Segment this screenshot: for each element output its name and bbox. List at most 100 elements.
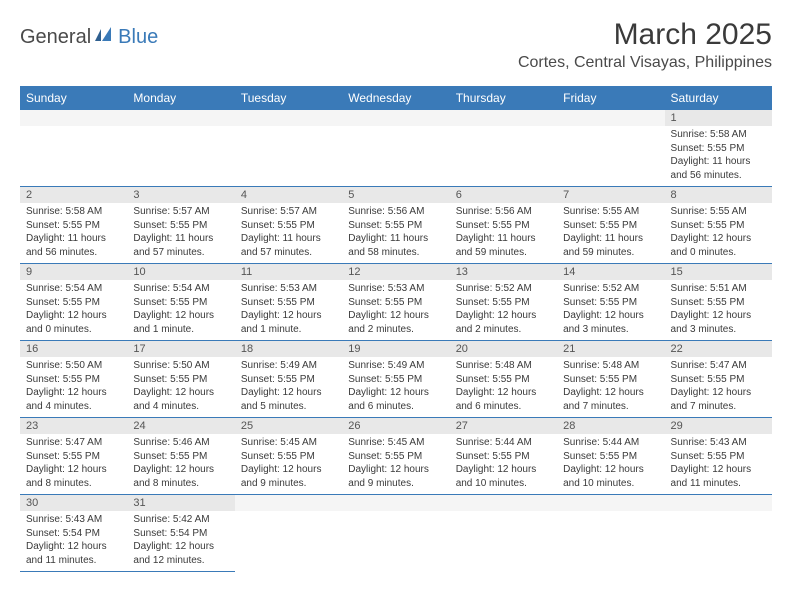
calendar-cell: [235, 110, 342, 187]
day-number: 9: [20, 264, 127, 280]
calendar-cell: 29Sunrise: 5:43 AMSunset: 5:55 PMDayligh…: [665, 418, 772, 495]
calendar-cell: 15Sunrise: 5:51 AMSunset: 5:55 PMDayligh…: [665, 264, 772, 341]
empty-daynum: [557, 110, 664, 126]
empty-daynum: [665, 495, 772, 511]
weekday-header: Tuesday: [235, 86, 342, 110]
weekday-header: Saturday: [665, 86, 772, 110]
day-content: Sunrise: 5:48 AMSunset: 5:55 PMDaylight:…: [450, 357, 557, 417]
day-number: 15: [665, 264, 772, 280]
day-content: Sunrise: 5:47 AMSunset: 5:55 PMDaylight:…: [665, 357, 772, 417]
day-number: 16: [20, 341, 127, 357]
calendar-cell: 11Sunrise: 5:53 AMSunset: 5:55 PMDayligh…: [235, 264, 342, 341]
location: Cortes, Central Visayas, Philippines: [518, 54, 772, 72]
calendar-cell: 3Sunrise: 5:57 AMSunset: 5:55 PMDaylight…: [127, 187, 234, 264]
calendar-cell: 30Sunrise: 5:43 AMSunset: 5:54 PMDayligh…: [20, 495, 127, 572]
day-number: 11: [235, 264, 342, 280]
calendar-cell: 31Sunrise: 5:42 AMSunset: 5:54 PMDayligh…: [127, 495, 234, 572]
day-number: 6: [450, 187, 557, 203]
day-number: 8: [665, 187, 772, 203]
calendar-cell: 28Sunrise: 5:44 AMSunset: 5:55 PMDayligh…: [557, 418, 664, 495]
day-content: Sunrise: 5:57 AMSunset: 5:55 PMDaylight:…: [127, 203, 234, 263]
day-number: 18: [235, 341, 342, 357]
day-number: 4: [235, 187, 342, 203]
day-content: Sunrise: 5:49 AMSunset: 5:55 PMDaylight:…: [235, 357, 342, 417]
day-content: Sunrise: 5:44 AMSunset: 5:55 PMDaylight:…: [450, 434, 557, 494]
day-content: Sunrise: 5:58 AMSunset: 5:55 PMDaylight:…: [665, 126, 772, 186]
day-number: 7: [557, 187, 664, 203]
day-content: Sunrise: 5:44 AMSunset: 5:55 PMDaylight:…: [557, 434, 664, 494]
day-number: 20: [450, 341, 557, 357]
day-content: Sunrise: 5:52 AMSunset: 5:55 PMDaylight:…: [557, 280, 664, 340]
logo-text-general: General: [20, 26, 91, 49]
calendar-cell: [342, 495, 449, 572]
day-content: Sunrise: 5:42 AMSunset: 5:54 PMDaylight:…: [127, 511, 234, 571]
calendar-cell: 17Sunrise: 5:50 AMSunset: 5:55 PMDayligh…: [127, 341, 234, 418]
calendar-cell: 25Sunrise: 5:45 AMSunset: 5:55 PMDayligh…: [235, 418, 342, 495]
calendar-cell: [235, 495, 342, 572]
day-number: 23: [20, 418, 127, 434]
calendar-cell: 24Sunrise: 5:46 AMSunset: 5:55 PMDayligh…: [127, 418, 234, 495]
empty-daynum: [557, 495, 664, 511]
day-content: Sunrise: 5:52 AMSunset: 5:55 PMDaylight:…: [450, 280, 557, 340]
day-content: Sunrise: 5:55 AMSunset: 5:55 PMDaylight:…: [665, 203, 772, 263]
day-number: 28: [557, 418, 664, 434]
day-number: 27: [450, 418, 557, 434]
day-number: 24: [127, 418, 234, 434]
empty-daynum: [342, 495, 449, 511]
calendar-cell: [342, 110, 449, 187]
empty-daynum: [127, 110, 234, 126]
day-content: Sunrise: 5:46 AMSunset: 5:55 PMDaylight:…: [127, 434, 234, 494]
calendar-cell: 5Sunrise: 5:56 AMSunset: 5:55 PMDaylight…: [342, 187, 449, 264]
day-number: 17: [127, 341, 234, 357]
day-number: 19: [342, 341, 449, 357]
day-content: Sunrise: 5:43 AMSunset: 5:54 PMDaylight:…: [20, 511, 127, 571]
calendar-cell: [557, 110, 664, 187]
calendar-cell: 2Sunrise: 5:58 AMSunset: 5:55 PMDaylight…: [20, 187, 127, 264]
flag-icon: [95, 27, 115, 48]
day-content: Sunrise: 5:48 AMSunset: 5:55 PMDaylight:…: [557, 357, 664, 417]
day-content: Sunrise: 5:47 AMSunset: 5:55 PMDaylight:…: [20, 434, 127, 494]
day-content: Sunrise: 5:54 AMSunset: 5:55 PMDaylight:…: [127, 280, 234, 340]
day-content: Sunrise: 5:53 AMSunset: 5:55 PMDaylight:…: [235, 280, 342, 340]
empty-daynum: [235, 495, 342, 511]
calendar-cell: 23Sunrise: 5:47 AMSunset: 5:55 PMDayligh…: [20, 418, 127, 495]
day-number: 25: [235, 418, 342, 434]
day-number: 14: [557, 264, 664, 280]
calendar-cell: [450, 110, 557, 187]
day-number: 1: [665, 110, 772, 126]
day-number: 29: [665, 418, 772, 434]
calendar-table: SundayMondayTuesdayWednesdayThursdayFrid…: [20, 86, 772, 572]
calendar-cell: 19Sunrise: 5:49 AMSunset: 5:55 PMDayligh…: [342, 341, 449, 418]
calendar-cell: 4Sunrise: 5:57 AMSunset: 5:55 PMDaylight…: [235, 187, 342, 264]
empty-daynum: [20, 110, 127, 126]
day-content: Sunrise: 5:54 AMSunset: 5:55 PMDaylight:…: [20, 280, 127, 340]
day-content: Sunrise: 5:55 AMSunset: 5:55 PMDaylight:…: [557, 203, 664, 263]
day-number: 22: [665, 341, 772, 357]
day-content: Sunrise: 5:56 AMSunset: 5:55 PMDaylight:…: [342, 203, 449, 263]
calendar-cell: 12Sunrise: 5:53 AMSunset: 5:55 PMDayligh…: [342, 264, 449, 341]
weekday-header: Monday: [127, 86, 234, 110]
weekday-header: Thursday: [450, 86, 557, 110]
day-content: Sunrise: 5:45 AMSunset: 5:55 PMDaylight:…: [235, 434, 342, 494]
calendar-cell: 27Sunrise: 5:44 AMSunset: 5:55 PMDayligh…: [450, 418, 557, 495]
day-number: 31: [127, 495, 234, 511]
calendar-cell: [450, 495, 557, 572]
month-title: March 2025: [518, 18, 772, 52]
calendar-cell: 22Sunrise: 5:47 AMSunset: 5:55 PMDayligh…: [665, 341, 772, 418]
day-number: 30: [20, 495, 127, 511]
empty-daynum: [235, 110, 342, 126]
day-content: Sunrise: 5:56 AMSunset: 5:55 PMDaylight:…: [450, 203, 557, 263]
calendar-cell: [20, 110, 127, 187]
day-number: 12: [342, 264, 449, 280]
calendar-cell: [665, 495, 772, 572]
calendar-cell: 14Sunrise: 5:52 AMSunset: 5:55 PMDayligh…: [557, 264, 664, 341]
logo-text-blue: Blue: [118, 26, 158, 49]
day-content: Sunrise: 5:45 AMSunset: 5:55 PMDaylight:…: [342, 434, 449, 494]
calendar-cell: 20Sunrise: 5:48 AMSunset: 5:55 PMDayligh…: [450, 341, 557, 418]
calendar-cell: 13Sunrise: 5:52 AMSunset: 5:55 PMDayligh…: [450, 264, 557, 341]
weekday-header: Wednesday: [342, 86, 449, 110]
day-content: Sunrise: 5:57 AMSunset: 5:55 PMDaylight:…: [235, 203, 342, 263]
day-content: Sunrise: 5:50 AMSunset: 5:55 PMDaylight:…: [20, 357, 127, 417]
empty-daynum: [450, 110, 557, 126]
day-content: Sunrise: 5:58 AMSunset: 5:55 PMDaylight:…: [20, 203, 127, 263]
